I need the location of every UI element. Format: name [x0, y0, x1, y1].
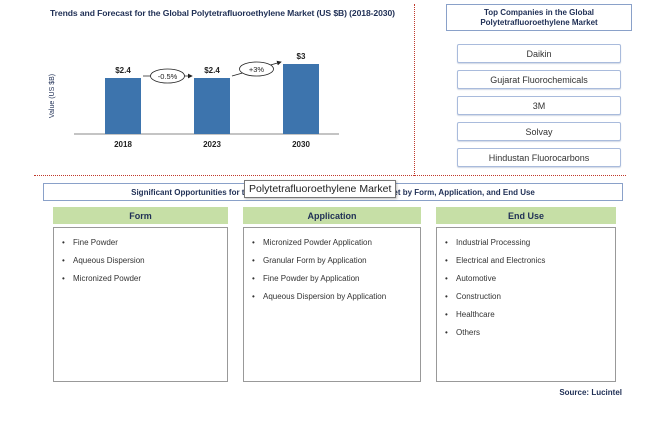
chart-title: Trends and Forecast for the Global Polyt…: [50, 8, 395, 18]
y-axis-label: Value (US $B): [49, 74, 56, 118]
list-item: Fine Powder by Application: [250, 270, 414, 288]
data-label: $3: [297, 52, 306, 61]
chart-panel: Value (US $B) $2.4 2018 $2.4 2023 $3 2030 -0.5%…: [34, 24, 414, 174]
data-label: $2.4: [204, 66, 220, 75]
list-item: Aqueous Dispersion by Application: [250, 288, 414, 306]
x-tick-label: 2023: [203, 140, 221, 149]
column-header-form: Form: [53, 207, 228, 224]
list-item: Micronized Powder: [60, 270, 221, 288]
list-item: Automotive: [443, 270, 609, 288]
company-item: Gujarat Fluorochemicals: [457, 70, 621, 89]
companies-list: Daikin Gujarat Fluorochemicals 3M Solvay…: [457, 44, 621, 174]
section-divider-horizontal: [34, 175, 626, 176]
bar: [283, 64, 319, 134]
data-label: $2.4: [115, 66, 131, 75]
bar-chart: Value (US $B) $2.4 2018 $2.4 2023 $3 2030 -0.5%…: [49, 52, 339, 149]
column-header-end-use: End Use: [436, 207, 616, 224]
list-item: Healthcare: [443, 306, 609, 324]
companies-header: Top Companies in the Global Polytetraflu…: [446, 4, 632, 31]
growth-label: +3%: [249, 65, 265, 74]
list-item: Others: [443, 324, 609, 342]
bar: [194, 78, 230, 134]
company-item: Solvay: [457, 122, 621, 141]
list-item: Fine Powder: [60, 234, 221, 252]
x-tick-label: 2030: [292, 140, 310, 149]
company-item: 3M: [457, 96, 621, 115]
source-note: Source: Lucintel: [559, 388, 622, 397]
list-item: Construction: [443, 288, 609, 306]
list-item: Granular Form by Application: [250, 252, 414, 270]
growth-oval: [239, 61, 274, 77]
form-list-box: Fine Powder Aqueous Dispersion Micronize…: [53, 227, 228, 382]
list-item: Micronized Powder Application: [250, 234, 414, 252]
application-list-box: Micronized Powder Application Granular F…: [243, 227, 421, 382]
column-header-application: Application: [243, 207, 421, 224]
company-item: Hindustan Fluorocarbons: [457, 148, 621, 167]
bar: [105, 78, 141, 134]
x-tick-label: 2018: [114, 140, 132, 149]
list-item: Aqueous Dispersion: [60, 252, 221, 270]
section-divider-vertical: [414, 4, 415, 176]
company-item: Daikin: [457, 44, 621, 63]
hover-tooltip: Polytetrafluoroethylene Market: [244, 180, 397, 198]
growth-oval: [150, 68, 185, 84]
list-item: Industrial Processing: [443, 234, 609, 252]
growth-label: -0.5%: [158, 72, 178, 81]
end-use-list-box: Industrial Processing Electrical and Ele…: [436, 227, 616, 382]
list-item: Electrical and Electronics: [443, 252, 609, 270]
